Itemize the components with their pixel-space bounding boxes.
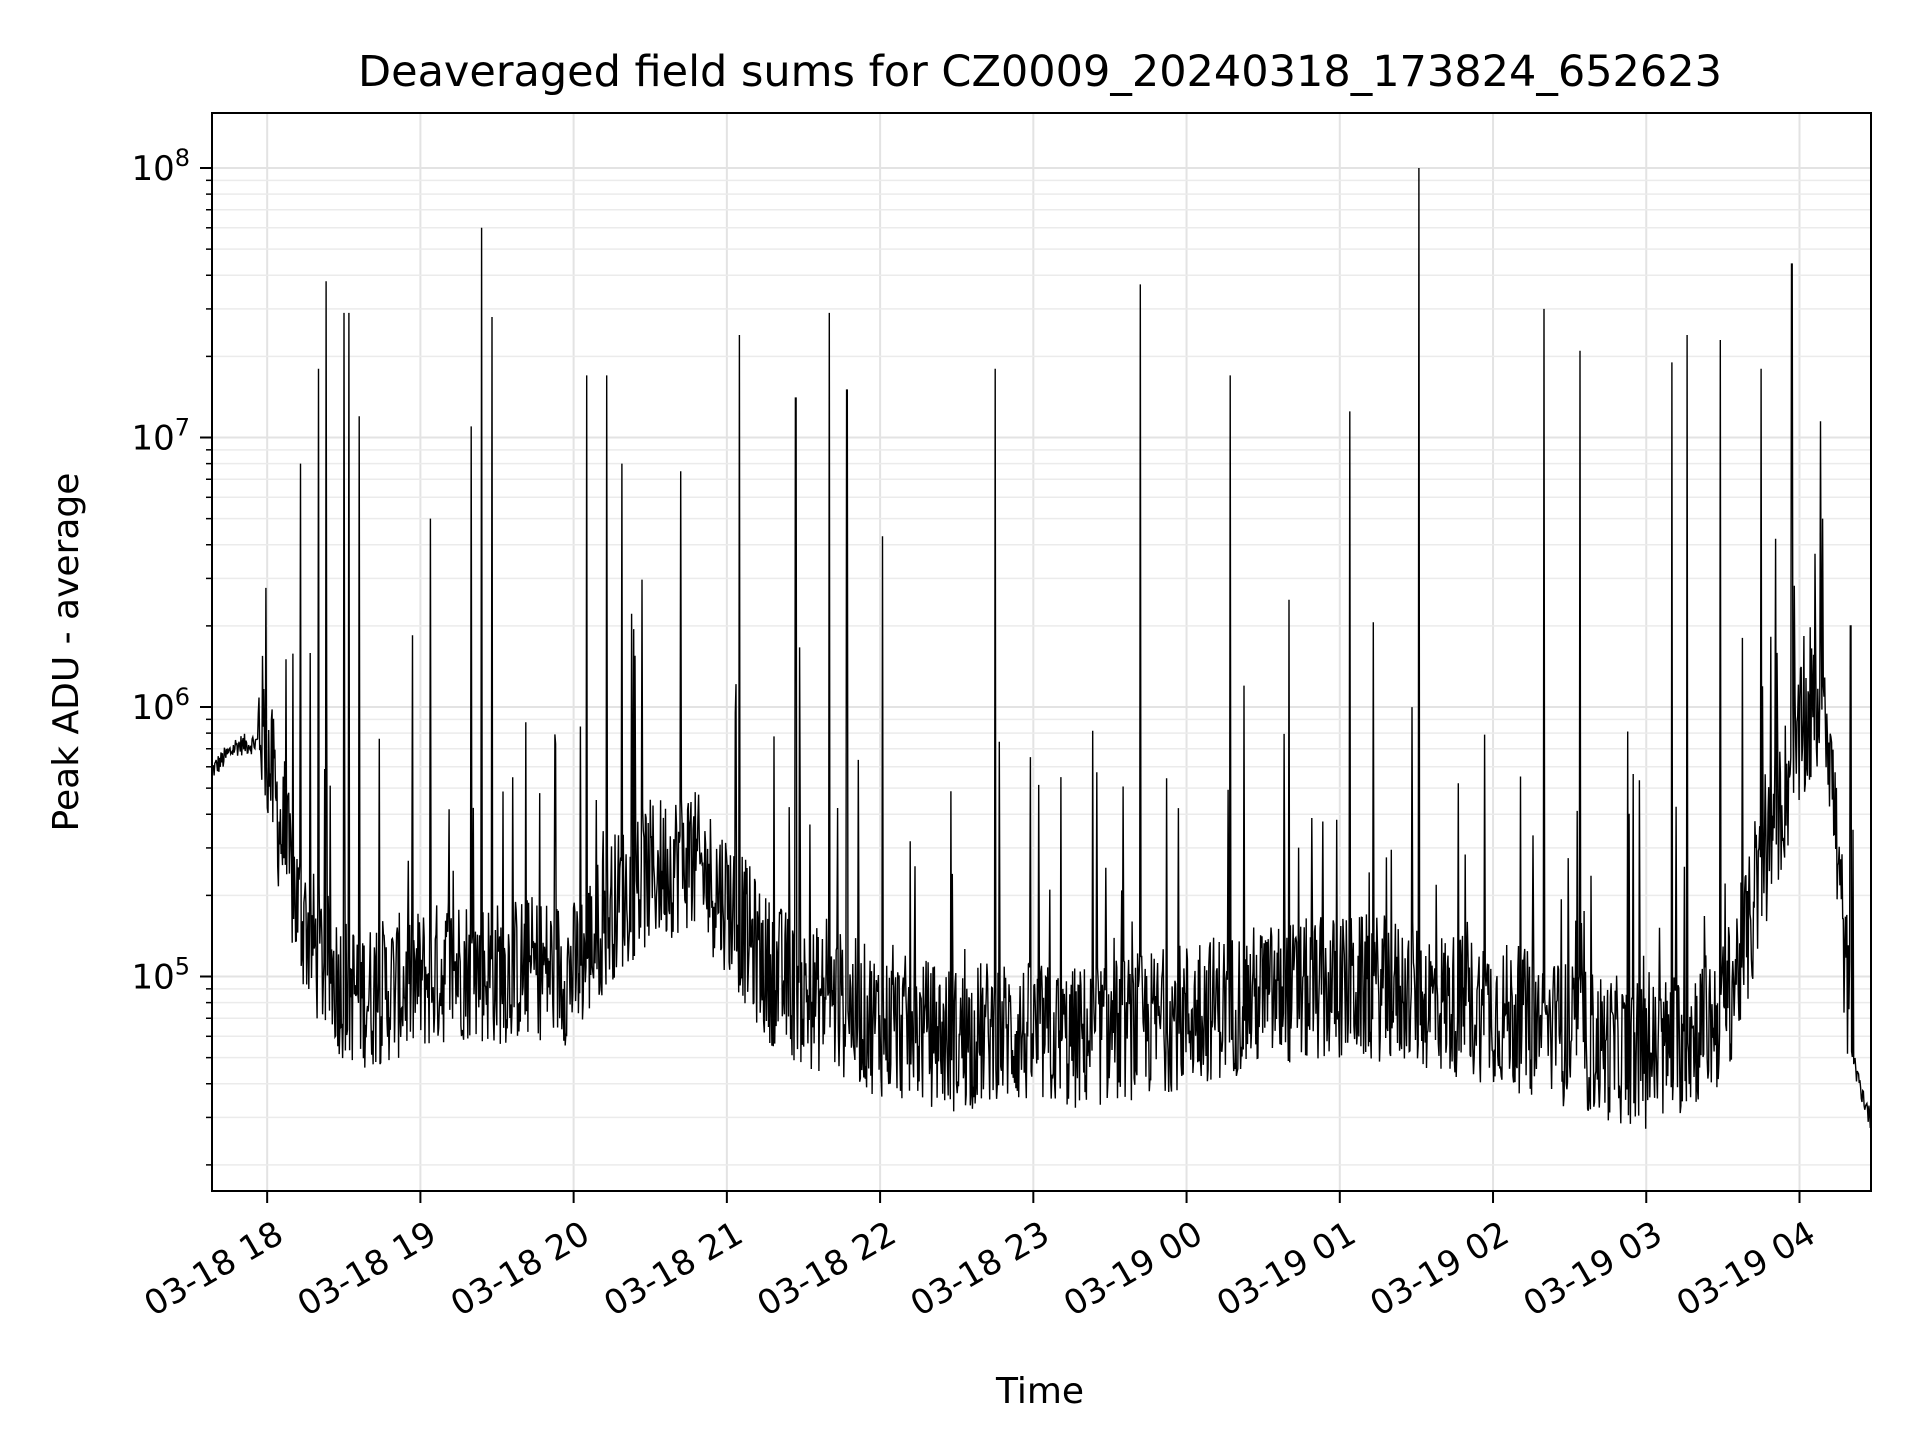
y-tick-label: 105 bbox=[131, 953, 190, 998]
y-axis-title: Peak ADU - average bbox=[46, 473, 87, 832]
x-tick-label: 03-18 23 bbox=[904, 1214, 1056, 1325]
y-tick-label: 106 bbox=[131, 683, 190, 728]
y-tick-label: 108 bbox=[131, 144, 190, 189]
plot-frame bbox=[211, 112, 1872, 1192]
x-axis-title: Time bbox=[995, 1371, 1084, 1412]
chart-title: Deaveraged field sums for CZ0009_2024031… bbox=[358, 47, 1722, 97]
x-tick-label: 03-18 20 bbox=[444, 1214, 596, 1325]
x-tick-label: 03-18 19 bbox=[291, 1214, 443, 1325]
x-tick-label: 03-18 18 bbox=[138, 1214, 290, 1325]
x-tick-label: 03-18 22 bbox=[751, 1214, 903, 1325]
series-layer bbox=[211, 167, 1872, 1129]
y-axis: 105 106 107 108 bbox=[131, 144, 212, 1166]
y-tick-label: 107 bbox=[131, 414, 190, 459]
x-axis: 03-18 18 03-18 19 03-18 20 03-18 21 03-18 22… bbox=[138, 1191, 1822, 1325]
x-tick-label: 03-19 04 bbox=[1670, 1214, 1822, 1325]
x-tick-label: 03-19 00 bbox=[1057, 1214, 1209, 1325]
series-line bbox=[211, 167, 1872, 1129]
x-tick-label: 03-19 02 bbox=[1364, 1214, 1516, 1325]
x-tick-label: 03-19 03 bbox=[1517, 1214, 1669, 1325]
x-tick-label: 03-18 21 bbox=[597, 1214, 749, 1325]
x-tick-label: 03-19 01 bbox=[1210, 1214, 1362, 1325]
